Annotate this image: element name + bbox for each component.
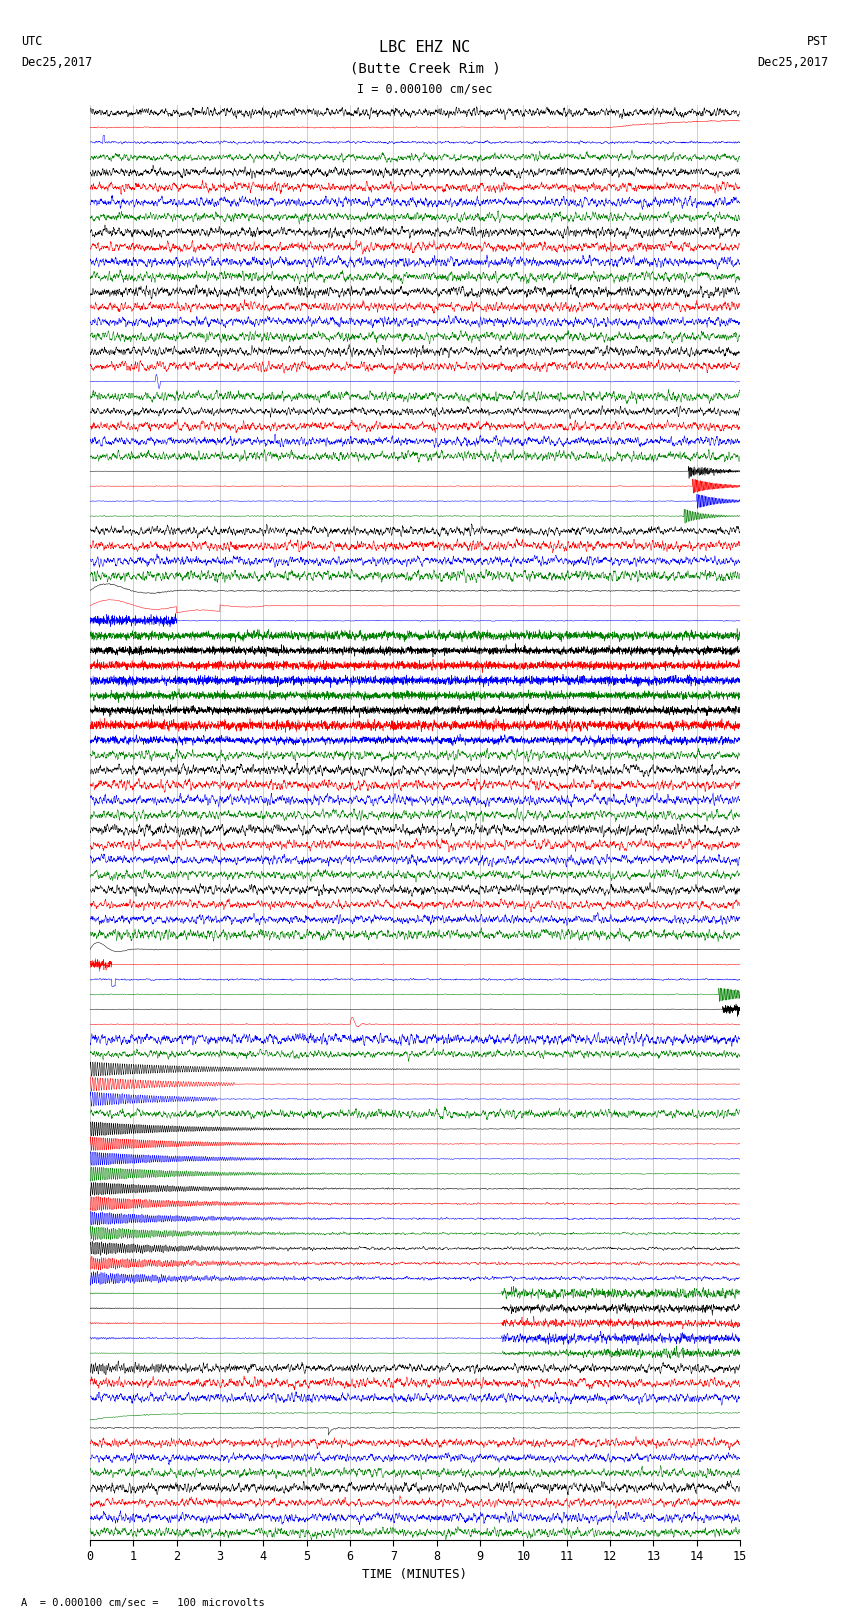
Text: (Butte Creek Rim ): (Butte Creek Rim )	[349, 61, 501, 76]
X-axis label: TIME (MINUTES): TIME (MINUTES)	[362, 1568, 468, 1581]
Text: Dec25,2017: Dec25,2017	[757, 56, 829, 69]
Text: UTC: UTC	[21, 35, 42, 48]
Text: Dec25,2017: Dec25,2017	[21, 56, 93, 69]
Text: I = 0.000100 cm/sec: I = 0.000100 cm/sec	[357, 82, 493, 95]
Text: A  = 0.000100 cm/sec =   100 microvolts: A = 0.000100 cm/sec = 100 microvolts	[21, 1598, 265, 1608]
Text: PST: PST	[808, 35, 829, 48]
Text: LBC EHZ NC: LBC EHZ NC	[379, 40, 471, 55]
